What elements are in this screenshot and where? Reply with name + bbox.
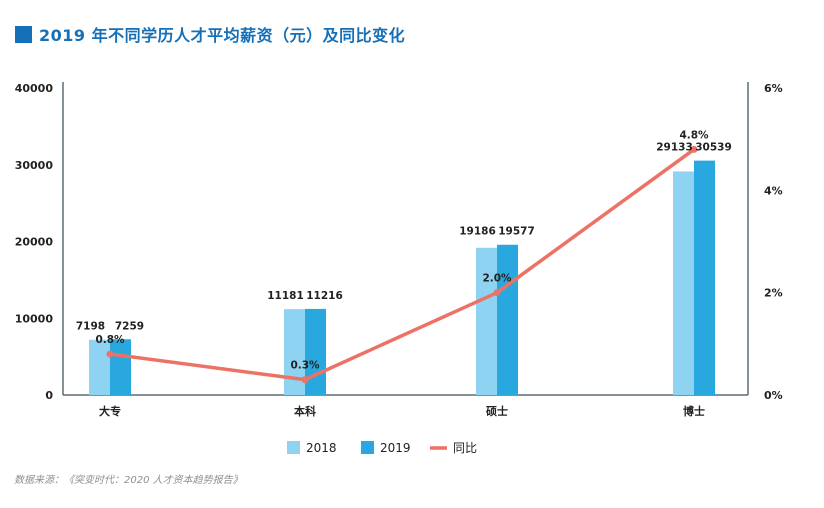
bar-value-label-2019: 19577 <box>498 226 535 238</box>
legend-label-2018: 2018 <box>306 441 337 455</box>
x-tick-label: 本科 <box>294 404 316 418</box>
left-tick-label: 40000 <box>15 82 54 95</box>
bar-value-label-2018: 29133 <box>656 142 693 154</box>
yoy-point <box>493 289 501 297</box>
bar-2018 <box>89 339 110 395</box>
yoy-value-label: 4.8% <box>679 129 709 141</box>
yoy-value-label: 2.0% <box>482 273 512 285</box>
legend-swatch-2018 <box>287 441 300 454</box>
yoy-value-label: 0.3% <box>290 360 320 372</box>
bar-value-label-2019: 7259 <box>115 320 144 332</box>
x-tick-label: 博士 <box>683 404 705 418</box>
title-block: 2019 年不同学历人才平均薪资（元）及同比变化 <box>15 22 405 46</box>
right-tick-label: 0% <box>764 389 783 402</box>
yoy-point <box>690 145 698 153</box>
x-tick-label: 硕士 <box>486 404 508 418</box>
left-tick-label: 10000 <box>15 312 54 325</box>
legend-label-2019: 2019 <box>380 441 411 455</box>
bar-2018 <box>284 309 305 395</box>
legend-swatch-2019 <box>361 441 374 454</box>
right-tick-label: 2% <box>764 287 783 300</box>
legend: 2018 2019 同比 <box>287 441 477 455</box>
left-tick-label: 20000 <box>15 236 54 249</box>
left-tick-label: 30000 <box>15 159 54 172</box>
yoy-point <box>301 376 309 384</box>
legend-label-yoy: 同比 <box>453 441 477 455</box>
bar-2019 <box>305 308 326 395</box>
yoy-value-label: 0.8% <box>95 334 125 346</box>
title-marker-icon <box>15 25 32 43</box>
bar-value-label-2018: 7198 <box>76 320 105 332</box>
bar-value-label-2018: 19186 <box>459 226 496 238</box>
chart-title: 2019 年不同学历人才平均薪资（元）及同比变化 <box>39 26 406 45</box>
yoy-series-line <box>109 147 696 382</box>
bar-2019 <box>497 244 518 395</box>
yoy-line <box>106 145 698 384</box>
source-note: 数据来源：《突变时代：2020 人才资本趋势报告》 <box>14 475 243 486</box>
x-tick-label: 大专 <box>99 404 121 418</box>
left-tick-label: 0 <box>45 389 53 402</box>
axes: 0 10000 20000 30000 40000 0% 2% 4% 6% 大专 本科 硕士 博士 <box>15 82 783 418</box>
bar-value-label-2019: 30539 <box>695 142 732 154</box>
bar-2018 <box>476 247 497 395</box>
bar-2019 <box>694 160 715 395</box>
bar-2018 <box>673 171 694 395</box>
bar-value-label-2019: 11216 <box>306 290 343 302</box>
yoy-point <box>106 350 114 358</box>
right-tick-label: 4% <box>764 184 783 197</box>
data-labels: 7198 7259 11181 11216 19186 19577 29133 30539 0.… <box>76 129 732 371</box>
bars <box>89 160 715 395</box>
bar-value-label-2018: 11181 <box>267 290 304 302</box>
right-tick-label: 6% <box>764 82 783 95</box>
bar-2019 <box>110 339 131 395</box>
